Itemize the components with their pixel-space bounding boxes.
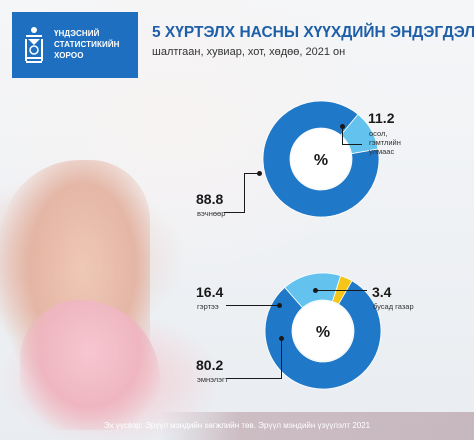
callout-dot <box>277 303 282 308</box>
data-label-category: эмнэлэгт <box>197 375 229 384</box>
donut-slice <box>331 275 353 305</box>
page-title: 5 ХҮРТЭЛХ НАСНЫ ХҮҮХДИЙН ЭНДЭГДЭЛ, <box>152 24 474 41</box>
data-label-value: 11.2 <box>368 110 395 126</box>
callout-line <box>315 290 367 291</box>
source-note: Эх үүсвэр: Эрүүл мэндийн хөгжлийн төв. Э… <box>103 421 371 430</box>
donut-chart-place: % <box>264 272 382 390</box>
callout-line <box>342 126 343 144</box>
org-name: ҮНДЭСНИЙ СТАТИСТИКИЙН ХОРОО <box>54 29 120 60</box>
callout-line <box>342 144 362 145</box>
callout-line <box>281 338 282 378</box>
data-label-value: 88.8 <box>196 191 224 207</box>
callout-line <box>244 173 258 174</box>
data-label-category: гэртээ <box>197 302 219 311</box>
soyombo-logo-icon <box>25 27 43 63</box>
org-header: ҮНДЭСНИЙ СТАТИСТИКИЙН ХОРОО <box>12 12 138 78</box>
callout-dot <box>257 171 262 176</box>
data-label-value: 16.4 <box>196 284 224 300</box>
callout-line <box>226 378 282 379</box>
donut-center-label: % <box>314 152 328 169</box>
callout-line <box>224 212 245 213</box>
donut-chart-cause: % <box>262 100 380 218</box>
donut-slice <box>340 113 379 155</box>
callout-line <box>244 173 245 213</box>
donut-slice <box>262 100 380 218</box>
page-subtitle: шалтгаан, хувиар, хот, хөдөө, 2021 он <box>152 46 346 58</box>
callout-line <box>226 305 278 306</box>
donut-hole <box>291 129 351 189</box>
data-label-category: бусад газар <box>373 302 414 311</box>
data-label-value: 3.4 <box>372 284 392 300</box>
donut-slice <box>264 280 382 390</box>
donut-center-label: % <box>316 324 330 341</box>
data-label-value: 80.2 <box>196 357 224 373</box>
data-label-category: вэчнөөр <box>197 209 226 218</box>
donut-hole <box>293 301 353 361</box>
data-label-category: осол, гэмтлийн улмаас <box>369 129 401 156</box>
source-strip <box>160 412 474 440</box>
